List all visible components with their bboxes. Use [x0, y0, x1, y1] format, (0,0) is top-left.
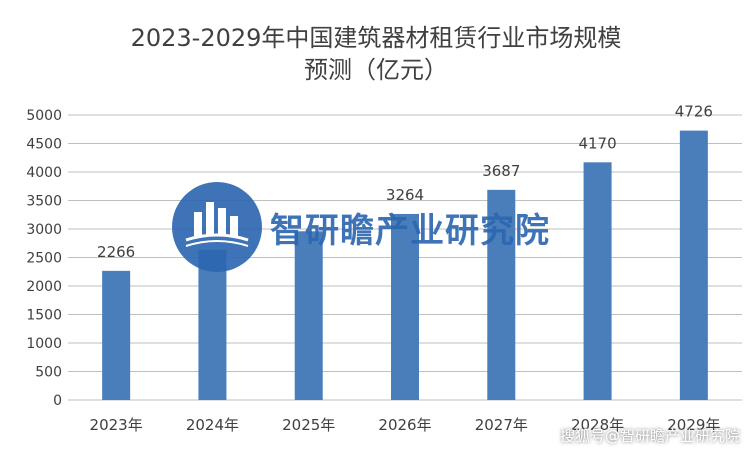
x-tick-label: 2024年 [186, 416, 239, 434]
y-tick-label: 4000 [26, 165, 62, 181]
bar [679, 130, 708, 401]
chart-title-line1: 2023-2029年中国建筑器材租赁行业市场规模 [131, 24, 622, 52]
y-tick-label: 2500 [26, 251, 62, 267]
bar [198, 249, 227, 400]
y-tick-label: 0 [53, 393, 62, 409]
y-tick-label: 1500 [26, 308, 62, 324]
y-tick-label: 2000 [26, 279, 62, 295]
x-tick-label: 2027年 [475, 416, 528, 434]
bar [102, 270, 131, 400]
bar [294, 231, 323, 400]
y-tick-label: 1000 [26, 336, 62, 352]
watermark: 智研瞻产业研究院 [172, 182, 550, 272]
y-tick-label: 500 [35, 365, 62, 381]
footer-credit: 搜狐号@智研瞻产业研究院 [559, 427, 740, 445]
bar [391, 213, 419, 400]
y-tick-label: 3500 [26, 194, 62, 210]
data-label: 4726 [675, 103, 713, 121]
data-label: 4170 [578, 134, 616, 152]
data-label: 3687 [482, 162, 520, 180]
x-tick-label: 2028年 [571, 416, 624, 434]
data-label: 3264 [386, 186, 424, 204]
data-label: 2266 [97, 243, 135, 261]
y-tick-label: 3000 [26, 222, 62, 238]
x-tick-label: 2026年 [378, 416, 431, 434]
chart-title-line2: 预测（亿元） [304, 56, 448, 84]
bar [583, 162, 612, 400]
bar [487, 189, 516, 400]
watermark-text: 智研瞻产业研究院 [270, 210, 550, 251]
y-tick-label: 4500 [26, 137, 62, 153]
x-tick-label: 2029年 [667, 416, 720, 434]
y-tick-label: 5000 [26, 108, 62, 124]
watermark-logo-icon [172, 182, 262, 272]
x-tick-label: 2025年 [282, 416, 335, 434]
x-tick-label: 2023年 [90, 416, 143, 434]
